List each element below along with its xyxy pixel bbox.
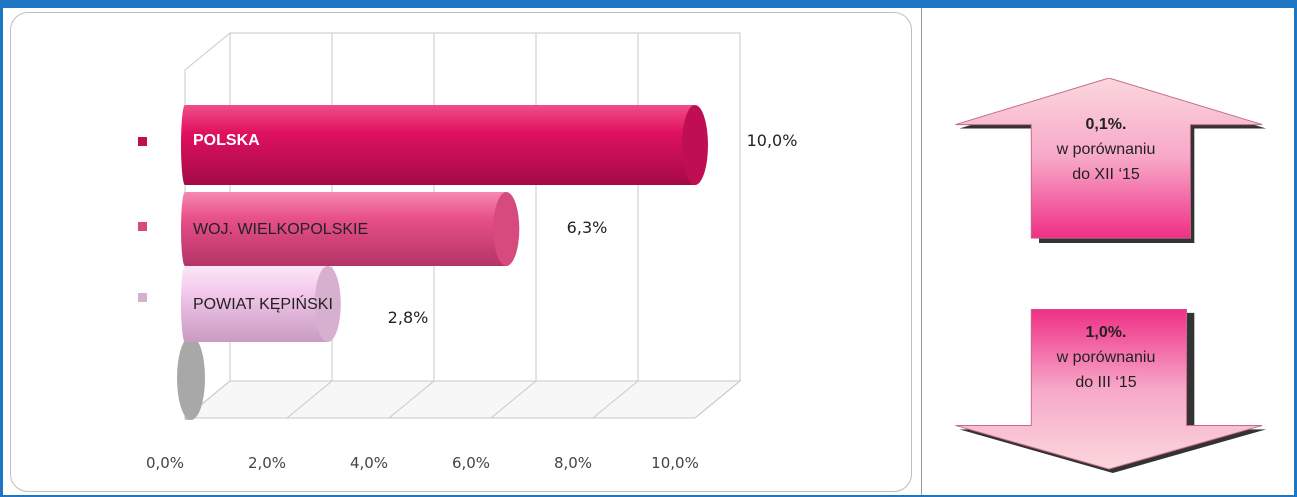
bar-cap	[314, 266, 341, 342]
bar-base	[181, 266, 189, 342]
frame-bottom	[0, 495, 1297, 497]
legend-marker	[138, 137, 147, 146]
bar-base	[181, 105, 189, 185]
labels: 0,0% 2,0% 4,0% 6,0% 8,0% 10,0% POLSKA 10,0% WOJ.…	[138, 131, 797, 472]
bar-cap	[682, 105, 708, 185]
frame-left	[0, 8, 3, 497]
up-line2: do XII ‘15	[1072, 166, 1140, 183]
empty-bar-cap	[177, 336, 205, 420]
arrow-up-icon	[955, 78, 1267, 243]
legend-marker	[138, 222, 147, 231]
bar	[185, 105, 695, 185]
x-tick-label: 10,0%	[651, 454, 699, 472]
value-label: 2,8%	[388, 308, 429, 327]
x-tick-label: 6,0%	[452, 454, 490, 472]
category-label: POLSKA	[193, 132, 260, 149]
arrow-up-text: 0,1%. w porównaniu do XII ‘15	[1030, 112, 1182, 187]
gridline-floor	[388, 380, 435, 419]
gridline-floor	[592, 380, 639, 419]
bar-chart: 0,0% 2,0% 4,0% 6,0% 8,0% 10,0% POLSKA 10,0% WOJ.…	[138, 31, 797, 472]
bar	[185, 192, 507, 266]
x-tick-label: 2,0%	[248, 454, 286, 472]
gridline-floor	[694, 380, 741, 419]
category-label: WOJ. WIELKOPOLSKIE	[193, 221, 368, 238]
bars	[177, 105, 708, 420]
x-tick-label: 8,0%	[554, 454, 592, 472]
value-label: 6,3%	[567, 218, 608, 237]
down-value: 1,0%.	[1085, 324, 1127, 341]
top-bar	[0, 0, 1297, 8]
bar-base	[181, 192, 189, 266]
bar-cap	[493, 192, 520, 266]
down-line1: w porównaniu	[1056, 349, 1156, 366]
floor	[183, 380, 742, 419]
bar	[185, 266, 328, 342]
x-tick-label: 0,0%	[146, 454, 184, 472]
legend-marker	[138, 293, 147, 302]
arrow-down-icon	[955, 309, 1267, 474]
x-tick-label: 4,0%	[350, 454, 388, 472]
up-line1: w porównaniu	[1056, 141, 1156, 158]
down-line2: do III ‘15	[1075, 374, 1137, 391]
arrow-down-text: 1,0%. w porównaniu do III ‘15	[1030, 320, 1182, 395]
value-label: 10,0%	[747, 131, 798, 150]
gridline-floor	[286, 380, 333, 419]
category-label: POWIAT KĘPIŃSKI	[193, 294, 333, 313]
gridline-floor	[490, 380, 537, 419]
frame-right	[1294, 8, 1297, 497]
up-value: 0,1%.	[1085, 116, 1127, 133]
panel-divider	[921, 8, 922, 495]
